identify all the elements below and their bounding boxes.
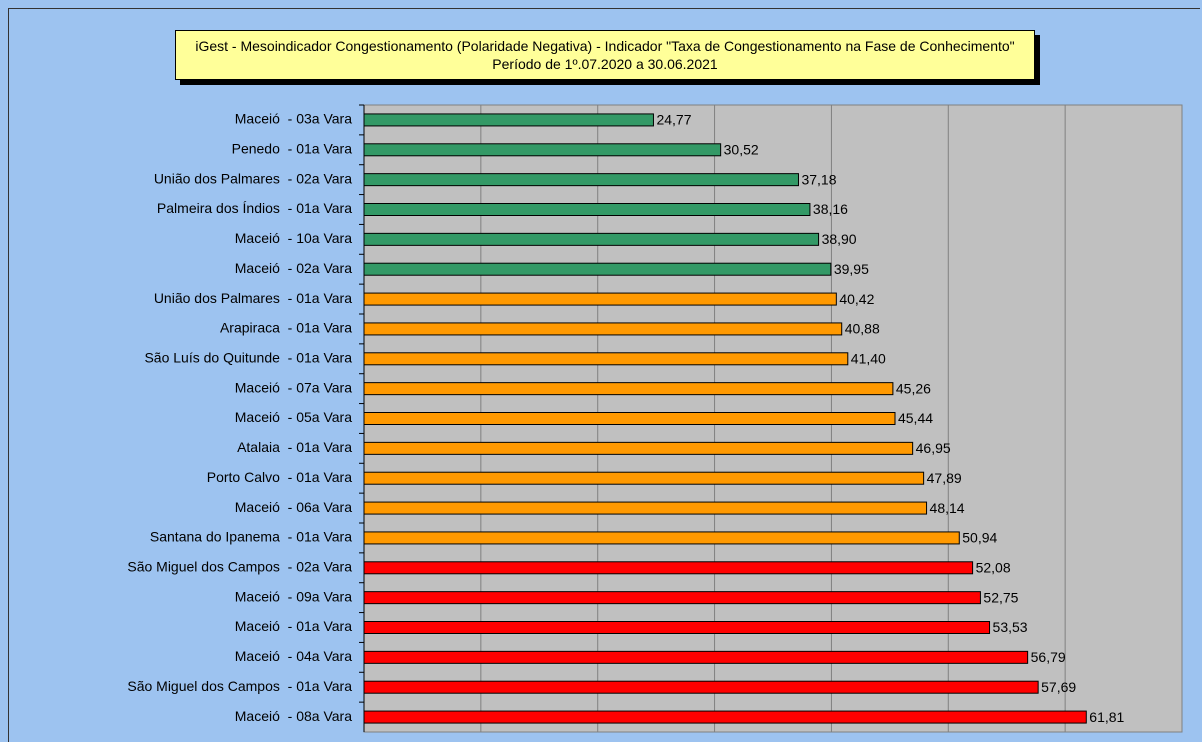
bar <box>363 441 914 455</box>
y-tick-label: São Luís do Quitunde - 01a Vara <box>144 349 352 365</box>
bar <box>363 262 832 276</box>
bar <box>363 382 894 396</box>
y-tick-label: Maceió - 01a Vara <box>235 618 352 634</box>
data-label: 46,95 <box>916 440 951 456</box>
data-label: 39,95 <box>834 261 869 277</box>
data-label: 50,94 <box>962 530 997 546</box>
frame <box>8 8 1200 742</box>
chart-title: iGest - Mesoindicador Congestionamento (… <box>175 30 1035 80</box>
y-tick-label: Santana do Ipanema - 01a Vara <box>150 529 352 545</box>
data-label: 52,75 <box>983 589 1018 605</box>
y-tick-label: Maceió - 05a Vara <box>235 409 352 425</box>
bar <box>363 203 811 216</box>
y-tick-label: Maceió - 08a Vara <box>235 708 352 724</box>
y-tick-label: São Miguel dos Campos - 01a Vara <box>127 678 352 694</box>
bar <box>363 352 849 366</box>
y-tick-label: Maceió - 04a Vara <box>235 648 352 664</box>
bar <box>363 561 974 575</box>
y-tick-label: União dos Palmares - 01a Vara <box>154 290 352 306</box>
y-tick-label: União dos Palmares - 02a Vara <box>154 170 352 186</box>
data-label: 38,16 <box>813 201 848 217</box>
y-tick-label: Arapiraca - 01a Vara <box>220 320 352 336</box>
data-label: 45,44 <box>898 410 933 426</box>
data-label: 37,18 <box>801 171 836 187</box>
y-tick-label: Penedo - 01a Vara <box>232 140 353 156</box>
bar <box>363 292 837 306</box>
data-label: 30,52 <box>724 141 759 157</box>
bar <box>363 412 896 425</box>
y-tick-label: Atalaia - 01a Vara <box>237 439 352 455</box>
bar <box>363 680 1039 694</box>
y-tick-label: Palmeira dos Índios - 01a Vara <box>157 200 352 216</box>
bar <box>363 621 991 634</box>
bar <box>363 113 654 127</box>
bar <box>363 710 1087 724</box>
y-tick-label: Porto Calvo - 01a Vara <box>207 469 352 485</box>
y-tick-label: Maceió - 02a Vara <box>235 260 352 276</box>
data-label: 61,81 <box>1089 709 1124 725</box>
bar <box>363 501 928 515</box>
y-tick-label: Maceió - 10a Vara <box>235 230 352 246</box>
y-tick-label: Maceió - 06a Vara <box>235 499 352 515</box>
y-tick-label: Maceió - 07a Vara <box>235 379 352 395</box>
y-tick-label: São Miguel dos Campos - 02a Vara <box>127 558 352 574</box>
data-label: 38,90 <box>822 231 857 247</box>
y-tick-label: Maceió - 09a Vara <box>235 588 352 604</box>
data-label: 57,69 <box>1041 679 1076 695</box>
data-label: 45,26 <box>896 380 931 396</box>
data-label: 41,40 <box>851 350 886 366</box>
bar <box>363 143 722 157</box>
bar <box>363 173 799 187</box>
data-label: 53,53 <box>993 619 1028 635</box>
data-label: 52,08 <box>976 559 1011 575</box>
data-label: 48,14 <box>930 500 965 516</box>
bar <box>363 471 925 485</box>
y-tick-label: Maceió - 03a Vara <box>235 111 352 127</box>
bar <box>363 591 981 605</box>
data-label: 24,77 <box>656 112 691 128</box>
bar <box>363 232 820 246</box>
bar <box>363 531 960 545</box>
data-label: 56,79 <box>1031 649 1066 665</box>
data-label: 40,42 <box>839 291 874 307</box>
data-label: 47,89 <box>927 470 962 486</box>
data-label: 40,88 <box>845 321 880 337</box>
bar <box>363 650 1029 664</box>
bar <box>363 322 843 336</box>
